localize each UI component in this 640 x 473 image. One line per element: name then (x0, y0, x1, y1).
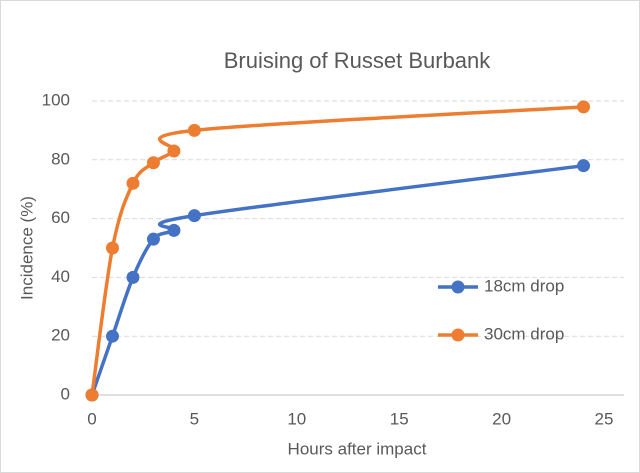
y-tick-label: 80 (51, 149, 70, 168)
y-tick-label: 0 (61, 384, 70, 403)
chart-title: Bruising of Russet Burbank (224, 48, 492, 73)
data-point (187, 123, 201, 137)
data-point (577, 159, 591, 173)
data-point (167, 223, 181, 237)
data-point (167, 144, 181, 158)
y-axis-label: Incidence (%) (17, 196, 36, 300)
data-point (126, 176, 140, 190)
x-tick-label: 25 (595, 409, 614, 428)
x-tick-label: 20 (492, 409, 511, 428)
x-tick-label: 5 (190, 409, 199, 428)
data-point (577, 100, 591, 114)
y-tick-label: 60 (51, 208, 70, 227)
data-point (146, 232, 160, 246)
data-point (105, 241, 119, 255)
x-axis-label: Hours after impact (288, 439, 427, 458)
data-point (105, 329, 119, 343)
legend-label: 30cm drop (484, 324, 564, 343)
data-point (126, 270, 140, 284)
data-point (187, 209, 201, 223)
x-tick-label: 0 (87, 409, 96, 428)
y-tick-label: 40 (51, 267, 70, 286)
legend-marker (451, 328, 465, 342)
data-point (85, 388, 99, 402)
y-tick-label: 20 (51, 326, 70, 345)
data-point (146, 156, 160, 170)
x-tick-label: 10 (287, 409, 306, 428)
legend-label: 18cm drop (484, 276, 564, 295)
legend-marker (451, 280, 465, 294)
x-tick-label: 15 (390, 409, 409, 428)
y-tick-label: 100 (42, 90, 70, 109)
